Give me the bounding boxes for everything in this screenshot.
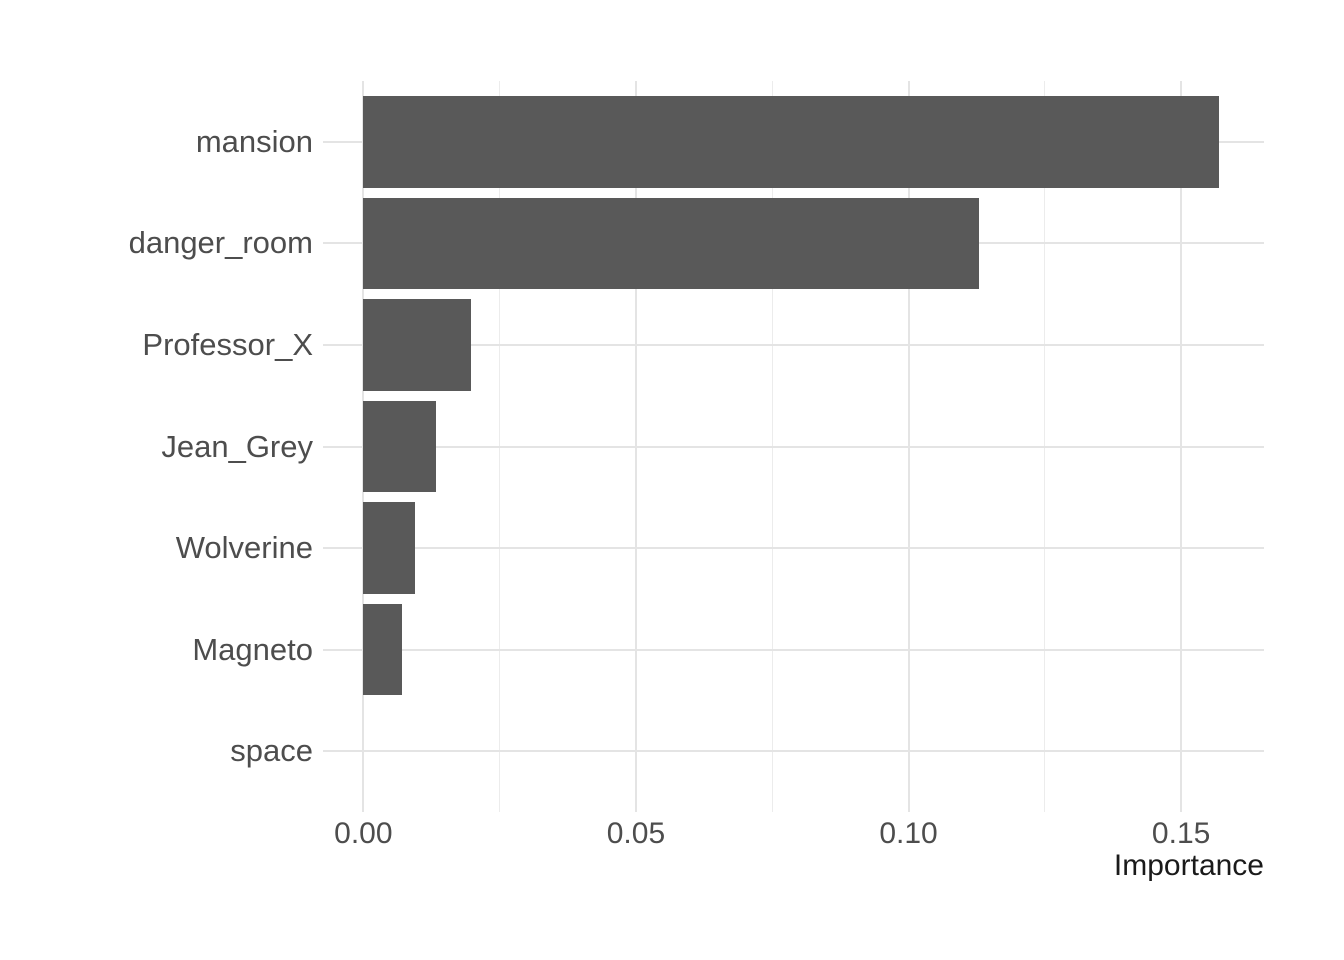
category-gridline <box>323 648 1264 651</box>
bar-mansion <box>363 96 1220 188</box>
bar-Professor_X <box>363 299 471 391</box>
bar-danger_room <box>363 197 980 290</box>
x-tick-label-0.05: 0.05 <box>606 817 666 850</box>
category-gridline <box>323 445 1264 448</box>
plot-panel <box>323 81 1264 812</box>
y-axis-label-danger_room: danger_room <box>128 225 313 261</box>
y-axis-label-mansion: mansion <box>195 123 313 159</box>
x-tick-label-0.15: 0.15 <box>1151 817 1211 850</box>
category-gridline <box>323 547 1264 550</box>
x-tick-label-0.00: 0.00 <box>334 817 393 850</box>
y-axis-label-Professor_X: Professor_X <box>142 326 313 362</box>
y-axis-label-Jean_Grey: Jean_Grey <box>161 428 313 464</box>
x-tick-label-0.10: 0.10 <box>879 817 938 850</box>
bar-Jean_Grey <box>363 400 437 493</box>
bar-Magneto <box>363 603 403 696</box>
y-axis-label-Wolverine: Wolverine <box>175 529 313 565</box>
y-axis-label-Magneto: Magneto <box>192 631 313 667</box>
category-gridline <box>323 750 1264 753</box>
category-gridline <box>323 343 1264 346</box>
bar-Wolverine <box>363 502 416 594</box>
x-axis-title: Importance <box>1113 849 1264 882</box>
y-axis-label-space: space <box>230 732 313 768</box>
